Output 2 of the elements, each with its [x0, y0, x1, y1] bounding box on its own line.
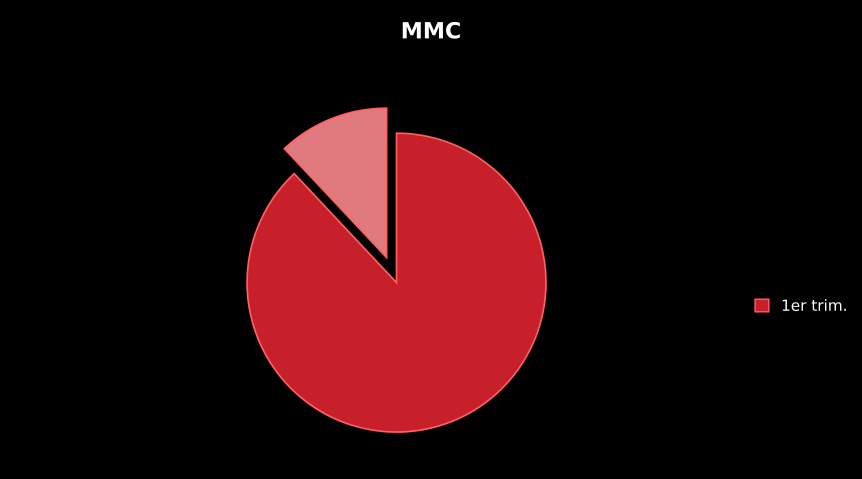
legend-label: 1er trim.	[782, 299, 846, 311]
chart-title: MMC	[402, 22, 460, 39]
